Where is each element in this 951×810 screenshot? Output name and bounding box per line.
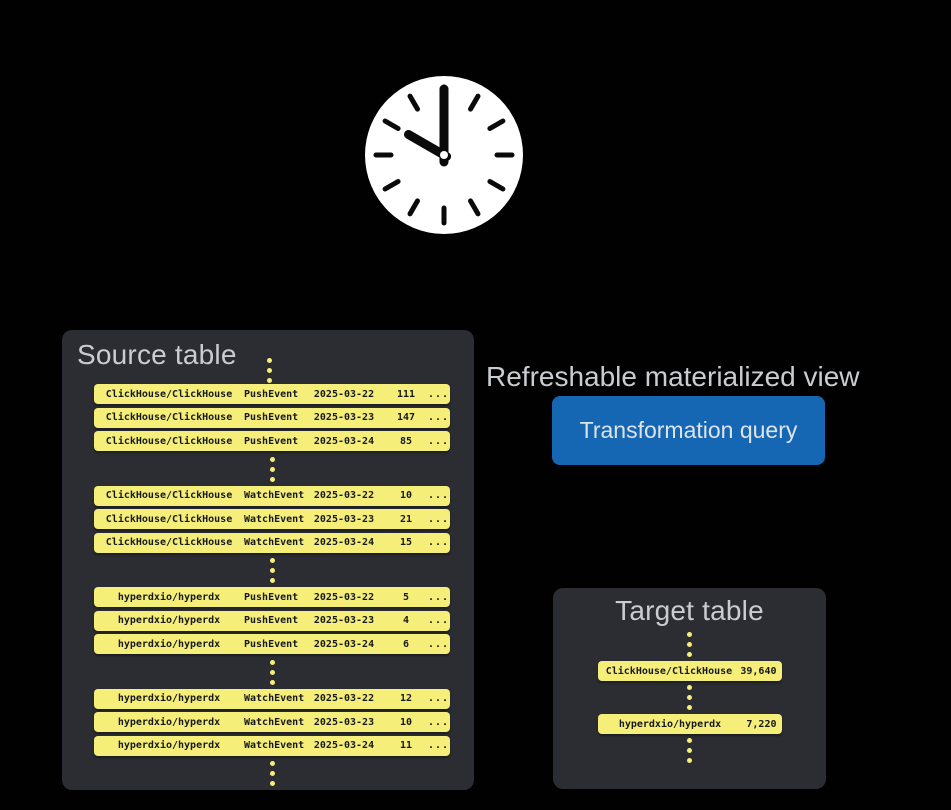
table-row: ClickHouse/ClickHouse WatchEvent 2025-03-2… [94, 532, 450, 553]
ellipsis-dots [94, 761, 450, 786]
ellipsis-dots [687, 685, 692, 710]
table-row: ClickHouse/ClickHouse PushEvent 2025-03-22… [94, 384, 450, 404]
clock-tick [487, 179, 506, 192]
clock-tick [407, 93, 420, 112]
clock-tick [382, 118, 401, 131]
table-row: ClickHouse/ClickHouse WatchEvent 2025-03-2… [94, 485, 450, 506]
table-row: ClickHouse/ClickHouse 39,640 [597, 661, 782, 681]
table-row: hyperdxio/hyperdx WatchEvent 2025-03-22 12.… [94, 688, 450, 709]
table-row: hyperdxio/hyperdx WatchEvent 2025-03-23 10.… [94, 712, 450, 732]
clock-hour-hand [403, 130, 452, 161]
clock-tick [468, 198, 481, 217]
clock-tick [487, 118, 506, 131]
clock-tick [382, 179, 401, 192]
clock-icon [365, 76, 523, 234]
ellipsis-dots [687, 738, 692, 763]
clock-center-dot [440, 151, 448, 159]
source-table-title: Source table [77, 339, 237, 370]
table-row: hyperdxio/hyperdx PushEvent 2025-03-22 5... [94, 587, 450, 607]
table-row: hyperdxio/hyperdx 7,220 [597, 714, 782, 734]
source-table-panel: Source table ClickHouse/ClickHouse PushEv… [62, 330, 474, 790]
table-row: ClickHouse/ClickHouse WatchEvent 2025-03-2… [94, 509, 450, 529]
ellipsis-dots [94, 456, 450, 482]
ellipsis-dots [687, 632, 692, 657]
target-table-rows: ClickHouse/ClickHouse 39,640 hyperdxio/hyp… [553, 632, 826, 763]
materialized-view-label: Refreshable materialized view [486, 361, 860, 392]
table-row: hyperdxio/hyperdx PushEvent 2025-03-23 4... [94, 610, 450, 631]
transformation-query-button[interactable]: Transformation query [552, 396, 825, 465]
target-table-title: Target table [615, 595, 764, 626]
ellipsis-dots [267, 358, 272, 383]
table-row: hyperdxio/hyperdx PushEvent 2025-03-24 6... [94, 634, 450, 654]
ellipsis-dots [94, 558, 450, 583]
clock-tick [407, 198, 420, 217]
table-row: ClickHouse/ClickHouse PushEvent 2025-03-23… [94, 407, 450, 428]
clock-tick [468, 93, 481, 112]
table-row: ClickHouse/ClickHouse PushEvent 2025-03-24… [94, 431, 450, 451]
ellipsis-dots [94, 659, 450, 685]
source-table-rows: ClickHouse/ClickHouse PushEvent 2025-03-22… [94, 384, 450, 790]
target-table-panel: Target table ClickHouse/ClickHouse 39,640… [553, 588, 826, 789]
table-row: hyperdxio/hyperdx WatchEvent 2025-03-24 11.… [94, 735, 450, 756]
